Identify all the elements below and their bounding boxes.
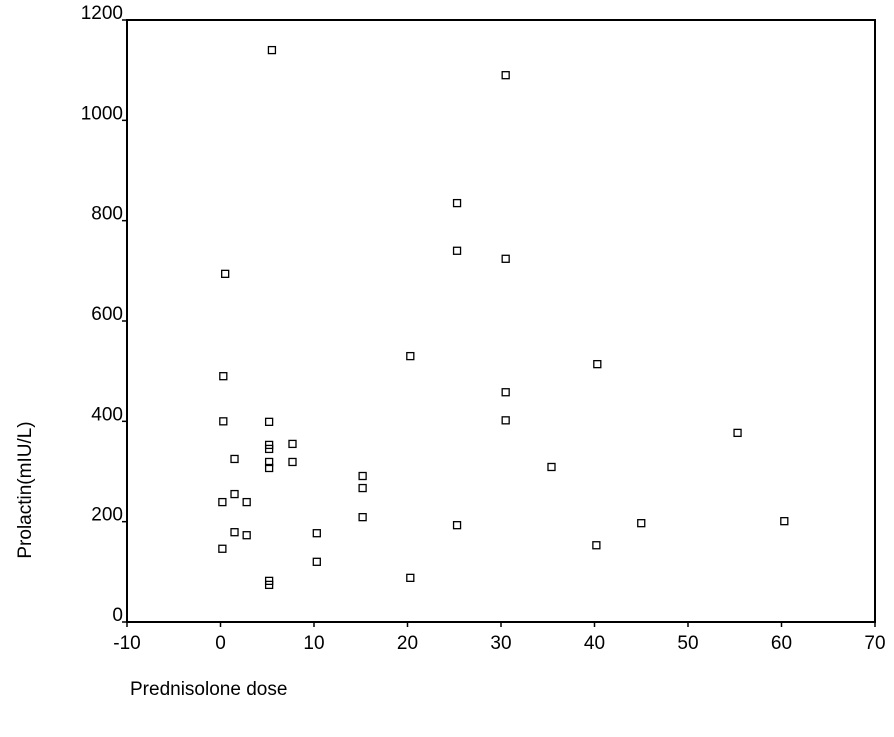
x-tick-label: -10: [113, 633, 140, 654]
x-tick-label: 50: [677, 633, 698, 654]
y-tick-label: 600: [91, 304, 123, 325]
point: [406, 351, 415, 361]
point: [733, 428, 742, 438]
point: [780, 517, 789, 526]
x-tick-label: 60: [771, 633, 792, 654]
y-tick-label: 400: [91, 404, 123, 425]
point: [218, 497, 227, 507]
point: [242, 531, 251, 540]
point: [230, 528, 239, 537]
point: [452, 246, 462, 255]
point: [288, 457, 297, 467]
x-tick-label: 10: [303, 633, 324, 654]
point: [219, 417, 228, 426]
point: [592, 541, 601, 550]
x-tick-label: 70: [864, 633, 885, 654]
point: [358, 513, 367, 522]
point: [501, 71, 510, 80]
y-tick-label: 1000: [81, 103, 123, 124]
point: [358, 471, 367, 481]
point: [312, 529, 321, 538]
point: [264, 580, 274, 590]
y-tick-label: 800: [91, 204, 123, 225]
point: [312, 557, 321, 566]
point: [501, 416, 510, 425]
point: [264, 457, 274, 467]
point: [221, 269, 230, 278]
point: [547, 462, 556, 472]
y-tick-label: 200: [91, 505, 123, 526]
y-tick-label: 0: [112, 605, 123, 626]
point: [264, 463, 274, 473]
point: [452, 521, 462, 530]
point: [406, 573, 415, 583]
point: [267, 45, 277, 55]
point: [501, 388, 510, 397]
x-axis-label: Prednisolone dose: [130, 679, 287, 700]
point: [242, 497, 251, 507]
point: [264, 444, 274, 454]
point: [358, 483, 367, 493]
x-tick-label: 30: [490, 633, 511, 654]
y-axis-label: Prolactin(mIU/L): [15, 421, 36, 558]
x-tick-label: 0: [215, 633, 226, 654]
point: [264, 417, 274, 426]
point: [288, 439, 297, 449]
point: [452, 198, 462, 208]
point: [593, 359, 602, 369]
point: [218, 544, 227, 553]
point: [230, 454, 239, 464]
point: [230, 489, 239, 499]
point: [637, 519, 646, 528]
x-tick-label: 20: [397, 633, 418, 654]
y-tick-label: 1200: [81, 3, 123, 24]
point: [219, 372, 228, 381]
point: [501, 254, 510, 263]
x-tick-label: 40: [584, 633, 605, 654]
plot-frame: [126, 19, 876, 623]
